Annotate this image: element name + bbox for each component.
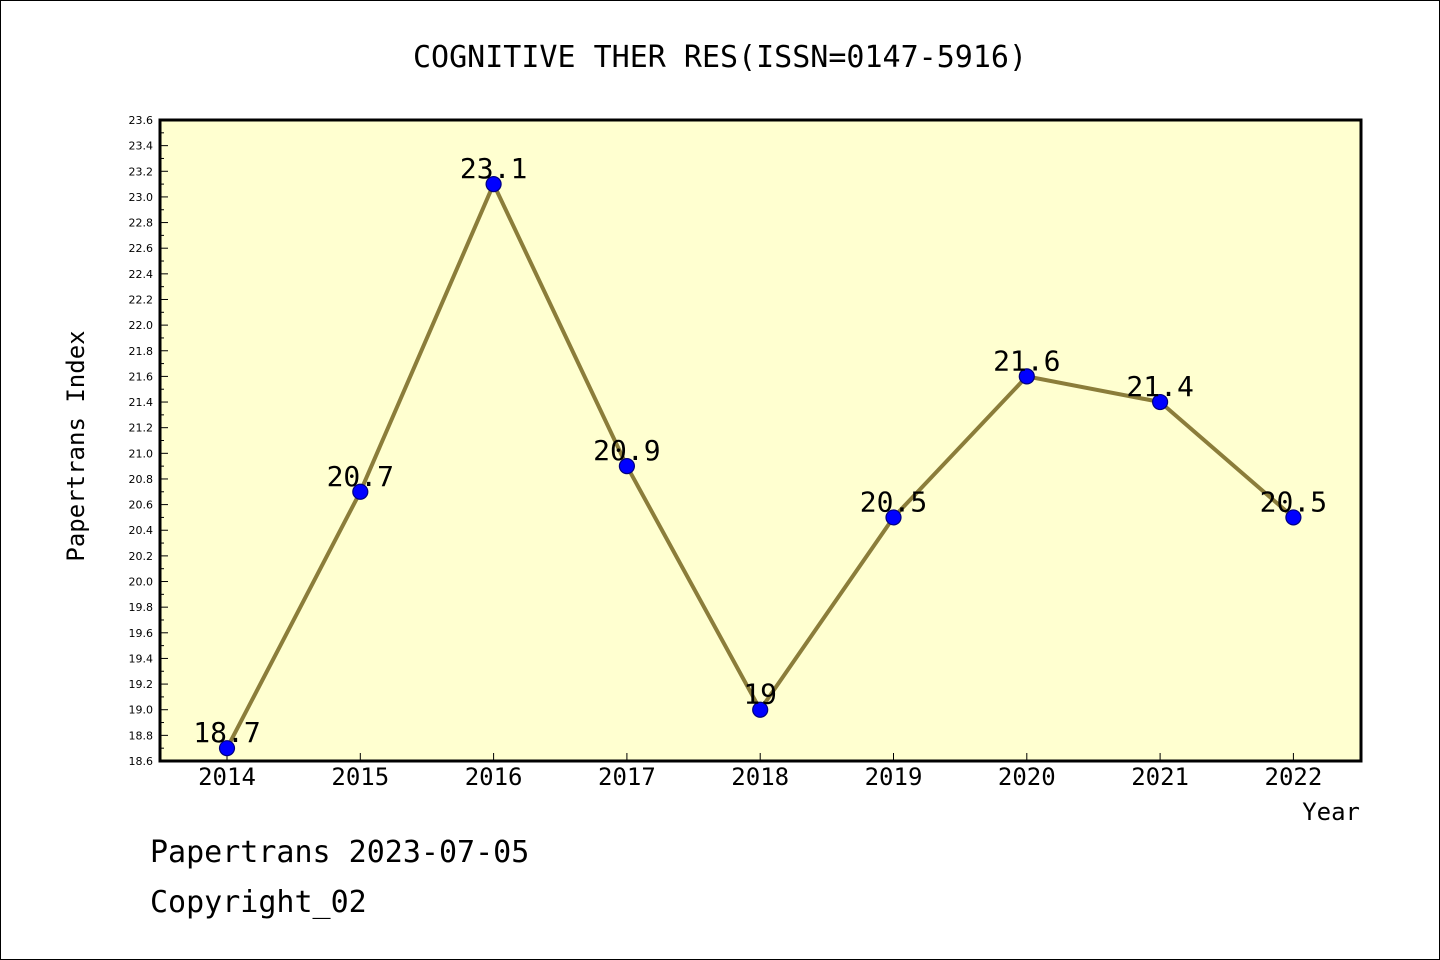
y-tick-label: 18.8 — [129, 729, 154, 742]
y-tick-label: 22.6 — [129, 242, 154, 255]
data-label: 21.6 — [993, 344, 1060, 377]
data-point — [218, 740, 236, 757]
y-tick-label: 21.8 — [129, 345, 154, 358]
y-tick-label: 21.4 — [129, 396, 154, 409]
y-tick-label: 20.2 — [129, 550, 154, 563]
y-tick-label: 21.0 — [129, 447, 154, 460]
y-tick-label: 19.4 — [129, 652, 154, 665]
x-axis-label: Year — [1302, 798, 1360, 826]
x-tick-label: 2014 — [198, 763, 256, 791]
y-tick-label: 21.6 — [129, 370, 154, 383]
data-label: 23.1 — [460, 152, 527, 185]
y-tick-label: 23.0 — [129, 191, 154, 204]
y-tick-label: 20.6 — [129, 499, 154, 512]
y-axis-label: Papertrans Index — [62, 330, 90, 561]
x-axis: 2014 2015 2016 2017 2018 2019 2020 2021 2022 — [198, 753, 1322, 791]
y-tick-label: 23.6 — [129, 114, 154, 127]
data-point — [1151, 393, 1169, 411]
y-tick-label: 22.0 — [129, 319, 154, 332]
y-tick-label: 19.6 — [129, 627, 154, 640]
y-axis: 18.6 18.8 19.0 19.2 19.4 19.6 19.8 20.0 20.2 20.4… — [129, 114, 168, 768]
data-labels: 18.7 20.7 23.1 20.9 19 20.5 21.6 21.4 20.5 — [193, 152, 1327, 749]
chart-title: COGNITIVE THER RES(ISSN=0147-5916) — [413, 40, 1027, 75]
y-tick-label: 23.2 — [129, 165, 154, 178]
x-tick-label: 2015 — [331, 763, 389, 791]
y-tick-label: 19.8 — [129, 601, 154, 614]
x-tick-label: 2021 — [1131, 763, 1189, 791]
y-tick-label: 22.4 — [129, 268, 154, 281]
data-point — [352, 483, 369, 500]
x-tick-label: 2018 — [731, 763, 789, 791]
data-label: 20.7 — [327, 460, 394, 493]
data-point — [618, 458, 636, 475]
y-tick-label: 23.4 — [129, 140, 154, 153]
data-point — [1018, 368, 1035, 385]
y-tick-label: 20.0 — [129, 576, 154, 589]
y-tick-label: 22.2 — [129, 293, 154, 306]
footer-date: Papertrans 2023-07-05 — [150, 835, 530, 870]
y-tick-label: 19.0 — [129, 704, 154, 717]
y-tick-label: 18.6 — [129, 755, 154, 768]
data-label: 21.4 — [1126, 370, 1193, 403]
data-point — [752, 701, 769, 718]
data-point — [485, 176, 502, 193]
y-tick-label: 21.2 — [129, 422, 154, 435]
data-label: 19 — [743, 678, 777, 711]
y-tick-label: 19.2 — [129, 678, 154, 691]
data-points — [218, 176, 1302, 757]
y-tick-label: 22.8 — [129, 217, 154, 230]
x-tick-label: 2019 — [865, 763, 923, 791]
data-point — [885, 509, 902, 526]
footer-copyright: Copyright_02 — [150, 885, 367, 920]
data-point — [1285, 509, 1302, 526]
y-tick-label: 20.8 — [129, 473, 154, 486]
x-tick-label: 2022 — [1265, 763, 1323, 791]
y-tick-label: 20.4 — [129, 524, 154, 537]
plot-area — [158, 118, 1363, 763]
x-tick-label: 2020 — [998, 763, 1056, 791]
data-label: 20.5 — [1260, 485, 1327, 518]
x-tick-label: 2017 — [598, 763, 656, 791]
x-tick-label: 2016 — [465, 763, 523, 791]
data-label: 20.9 — [593, 434, 660, 467]
data-label: 20.5 — [860, 485, 927, 518]
data-label: 18.7 — [193, 716, 260, 749]
